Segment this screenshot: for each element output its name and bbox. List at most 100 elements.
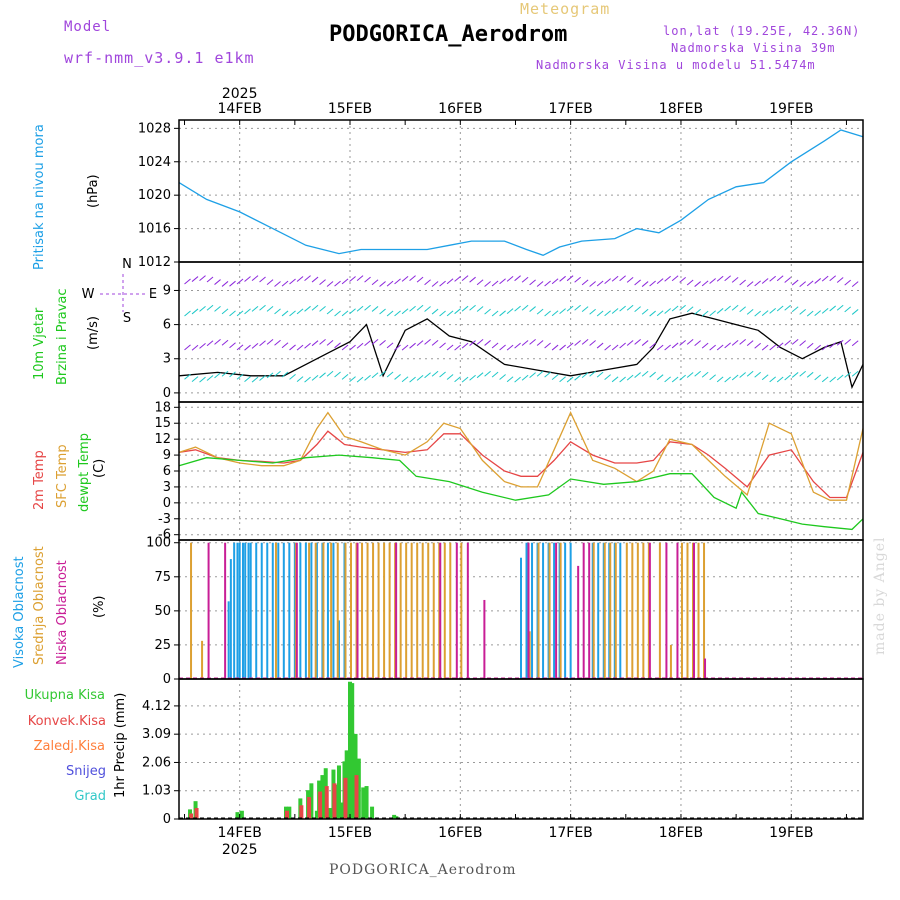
wind-barb: [274, 339, 281, 346]
wind-barb: [476, 338, 484, 345]
wind-barb: [416, 304, 424, 311]
precip-legend-0: Ukupna Kisa: [25, 688, 105, 703]
wind-barb: [574, 340, 581, 346]
wind-barb: [364, 276, 371, 283]
bar-cloud-0: [277, 542, 280, 679]
wind-barb: [626, 276, 634, 283]
wind-barb: [656, 310, 664, 317]
wind-barb: [379, 339, 386, 346]
wind-barb: [544, 371, 551, 378]
wind-barb: [476, 279, 484, 286]
wind-barb: [356, 305, 364, 312]
wind-barb: [229, 342, 236, 349]
wind-barb: [206, 340, 214, 347]
footer-station: PODGORICA_Aerodrom: [329, 862, 517, 878]
mid-cloud-label: Srednja Oblacnost: [32, 546, 47, 665]
wind-barb: [394, 310, 401, 317]
bar-cloud-1: [703, 542, 706, 679]
wind-barb: [386, 280, 394, 287]
wind-barb: [206, 276, 214, 283]
bar-cloud-1: [366, 542, 369, 679]
wind-barb: [281, 280, 289, 287]
bar-cloud-1: [190, 542, 193, 679]
wind-barb: [371, 279, 379, 286]
wind-barb: [529, 372, 536, 379]
wind-barb: [799, 370, 806, 377]
wind-barb: [236, 278, 244, 285]
y-tick-label: 1024: [138, 155, 171, 170]
wind-barb: [724, 376, 731, 383]
series-line-temperature-2: [178, 454, 864, 531]
wind-barb: [371, 372, 379, 379]
wind-barb: [326, 308, 334, 315]
bar-cloud-1: [614, 542, 617, 679]
bar-precip-0: [339, 802, 344, 819]
bar-cloud-1: [658, 542, 661, 679]
wind-barb: [409, 342, 416, 349]
wind-barb: [806, 310, 814, 317]
year-label-bottom: 2025: [222, 842, 258, 858]
wind-barb: [701, 371, 709, 378]
wind-barb: [304, 342, 311, 349]
wind-barb: [589, 340, 596, 346]
wind-barb: [469, 374, 476, 381]
wind-barb: [544, 280, 551, 287]
wind-barb: [619, 376, 626, 383]
y-tick-label: 1.03: [142, 784, 171, 799]
bar-precip-0: [334, 784, 339, 819]
wind-barb: [566, 342, 574, 349]
wind-barb: [289, 310, 296, 317]
bar-cloud-2: [676, 542, 679, 679]
y-tick-label: 75: [154, 570, 171, 585]
wind-barb: [334, 310, 341, 317]
wind-barb: [386, 371, 394, 378]
x-date-label-bottom: 14FEB: [218, 825, 262, 841]
bar-cloud-1: [388, 542, 391, 679]
wind-barb: [581, 338, 589, 345]
wind-barb: [844, 306, 852, 313]
wind-barb: [184, 373, 191, 380]
wind-barb: [656, 278, 664, 284]
wind-barb: [806, 371, 814, 378]
pressure-label: Pritisak na nivou mora: [32, 124, 47, 270]
wind-barb: [514, 342, 521, 349]
compass-south: S: [123, 311, 131, 326]
low-cloud-label: Niska Oblacnost: [55, 560, 70, 665]
wind-barb: [221, 281, 229, 287]
wind-barb: [829, 305, 837, 312]
bar-cloud-0: [520, 557, 522, 679]
wind-barb: [581, 279, 589, 286]
bar-cloud-1: [410, 542, 413, 679]
bar-cloud-1: [559, 542, 562, 679]
wind-barb: [326, 281, 334, 287]
bar-precip-1: [354, 775, 359, 819]
wind-barb: [296, 344, 304, 351]
bar-cloud-1: [686, 542, 689, 679]
wind-barb: [266, 305, 274, 312]
y-tick-label: 18: [154, 400, 171, 415]
wind-barb: [289, 344, 296, 351]
wind-barb: [506, 344, 514, 351]
wind-barb: [184, 310, 191, 317]
bar-cloud-1: [372, 542, 375, 679]
wind-barb: [671, 376, 679, 383]
bar-cloud-1: [274, 542, 277, 679]
wind-barb: [589, 308, 596, 315]
wind-barb: [589, 281, 596, 287]
wind-barb: [836, 277, 844, 283]
bar-cloud-2: [295, 542, 298, 679]
cloud-unit: (%): [92, 596, 107, 619]
bar-precip-0: [235, 812, 240, 819]
x-date-label-top: 19FEB: [769, 101, 813, 117]
wind-barb: [814, 278, 821, 284]
wind-barb: [814, 374, 821, 381]
wind-barb: [709, 344, 716, 351]
bar-cloud-1: [330, 542, 333, 679]
wind-barb: [424, 279, 431, 286]
wind-barb: [536, 370, 544, 377]
wind-barb: [611, 376, 619, 383]
meteogram-label: Meteogram: [520, 0, 611, 18]
bar-cloud-0: [332, 542, 335, 679]
bar-cloud-2: [527, 542, 530, 679]
wind-barb: [206, 375, 214, 381]
